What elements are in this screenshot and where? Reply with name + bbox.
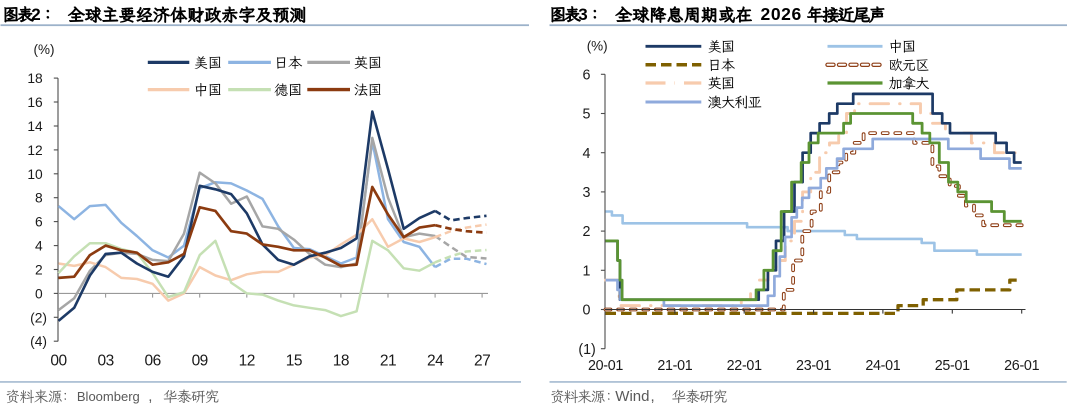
- svg-text:6: 6: [583, 67, 591, 83]
- svg-text:27: 27: [474, 352, 490, 369]
- svg-text:2026: 2026: [761, 4, 802, 24]
- svg-text:5: 5: [583, 107, 591, 123]
- svg-text:23-01: 23-01: [796, 358, 831, 374]
- svg-text:06: 06: [144, 352, 160, 369]
- svg-text:03: 03: [97, 352, 113, 369]
- svg-text:,: ,: [651, 388, 655, 405]
- svg-text:2: 2: [31, 5, 40, 24]
- svg-text:09: 09: [192, 352, 208, 369]
- svg-text:3: 3: [578, 5, 587, 24]
- svg-text:10: 10: [27, 167, 43, 182]
- svg-text:(2): (2): [30, 310, 47, 325]
- svg-text:1: 1: [583, 263, 591, 279]
- svg-text:(%): (%): [34, 42, 55, 57]
- svg-text:24-01: 24-01: [865, 358, 900, 374]
- svg-text:21: 21: [380, 352, 396, 369]
- svg-text:15: 15: [286, 352, 302, 369]
- svg-text:12: 12: [239, 352, 255, 369]
- svg-text:4: 4: [583, 146, 591, 162]
- svg-text:8: 8: [35, 191, 43, 206]
- svg-text:4: 4: [35, 239, 43, 254]
- svg-text:21-01: 21-01: [657, 358, 692, 374]
- svg-text:00: 00: [50, 352, 67, 369]
- svg-text:6: 6: [35, 215, 43, 230]
- svg-text:12: 12: [27, 143, 42, 158]
- svg-text:(1): (1): [578, 342, 595, 358]
- svg-text:2: 2: [583, 224, 591, 240]
- svg-text:24: 24: [427, 352, 444, 369]
- svg-text:(4): (4): [30, 334, 47, 349]
- svg-text:(%): (%): [587, 38, 608, 53]
- svg-text:22-01: 22-01: [727, 358, 762, 374]
- svg-text:0: 0: [583, 303, 591, 319]
- svg-text:3: 3: [583, 185, 591, 201]
- svg-text:25-01: 25-01: [935, 358, 970, 374]
- svg-text:,: ,: [148, 388, 152, 405]
- svg-text:18: 18: [27, 71, 43, 86]
- svg-text:0: 0: [35, 286, 43, 301]
- svg-text:18: 18: [333, 352, 349, 369]
- svg-text:20-01: 20-01: [588, 358, 623, 374]
- svg-text:16: 16: [27, 95, 43, 110]
- svg-text:26-01: 26-01: [1004, 358, 1039, 374]
- svg-text:Wind: Wind: [615, 388, 649, 405]
- svg-text:2: 2: [35, 263, 43, 278]
- svg-text:14: 14: [27, 119, 43, 134]
- svg-text:Bloomberg: Bloomberg: [77, 389, 140, 404]
